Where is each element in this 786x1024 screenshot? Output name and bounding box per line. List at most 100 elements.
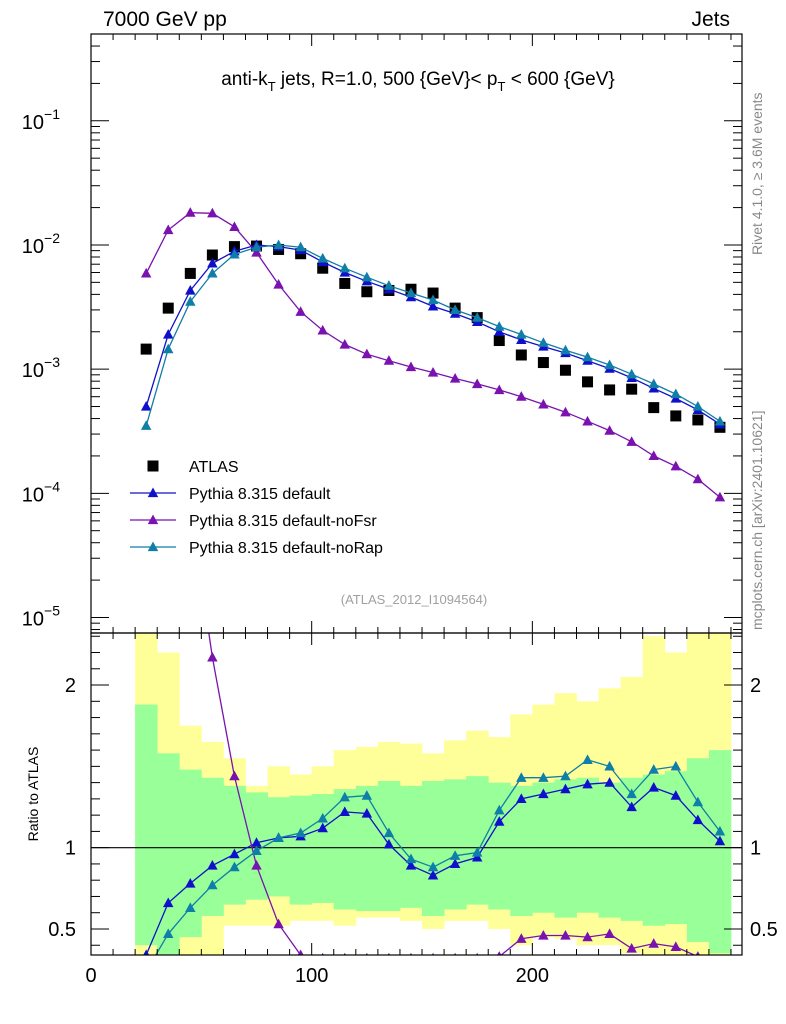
- main-point-noFsr: [295, 306, 306, 316]
- ratio-point-noRap: [163, 928, 174, 938]
- ratio-band-inner: [488, 782, 511, 910]
- main-point-noRap: [140, 420, 152, 430]
- ratio-point-noFsr: [409, 952, 413, 955]
- ratio-band-inner: [355, 785, 379, 912]
- main-point-noFsr: [383, 355, 395, 365]
- ratio-point-noRap: [560, 770, 571, 781]
- main-point-noFsr: [317, 324, 328, 335]
- ratio-point-noFsr: [516, 933, 527, 943]
- ratio-point-default: [538, 788, 549, 799]
- main-point-data: [427, 287, 439, 299]
- main-point-data: [626, 383, 638, 395]
- ratio-point-default: [692, 814, 704, 825]
- main-point-default: [140, 401, 152, 411]
- ratio-point-noFsr: [560, 929, 571, 940]
- main-point-data: [206, 249, 218, 261]
- ratio-point-default: [648, 781, 659, 792]
- ratio-point-noRap: [538, 772, 549, 782]
- ratio-point-noFsr: [538, 929, 549, 940]
- main-point-noRap: [538, 337, 549, 347]
- x-tick-label: 100: [295, 965, 328, 987]
- ratio-point-noFsr: [475, 952, 479, 955]
- ratio-point-noRap: [405, 853, 417, 864]
- legend: ATLAS Pythia 8.315 default Pythia 8.315 de…: [130, 459, 383, 557]
- ratio-point-noRap: [471, 847, 483, 857]
- ratio-point-noFsr: [229, 770, 240, 781]
- ratio-point-default: [494, 816, 505, 826]
- main-point-noRap: [207, 267, 218, 278]
- main-point-data: [184, 267, 196, 279]
- header-energy-label: 7000 GeV pp: [103, 8, 227, 31]
- ratio-point-noRap: [494, 804, 505, 815]
- main-point-default: [163, 329, 174, 339]
- ratio-point-noFsr: [604, 928, 615, 938]
- main-point-noRap: [251, 241, 262, 252]
- main-point-noFsr: [714, 491, 726, 502]
- ratio-point-default: [516, 793, 527, 804]
- main-point-noFsr: [648, 450, 659, 461]
- ratio-point-default: [361, 808, 373, 818]
- ratio-point-noRap: [273, 832, 284, 843]
- main-point-noRap: [163, 343, 174, 354]
- ratio-point-default: [626, 801, 637, 812]
- main-line-default: [145, 244, 721, 425]
- ratio-point-noRap: [207, 879, 218, 890]
- main-y-tick-label: 10−2: [22, 230, 60, 258]
- ratio-band-inner: [598, 782, 622, 918]
- main-point-noFsr: [163, 224, 174, 235]
- ratio-series-layer: [143, 633, 726, 955]
- main-point-noRap: [361, 271, 373, 282]
- ratio-point-noFsr: [582, 931, 593, 942]
- main-point-noRap: [295, 241, 306, 252]
- ratio-point-noFsr: [343, 952, 346, 955]
- ratio-point-noFsr: [497, 951, 502, 955]
- ratio-frame: [90, 632, 743, 956]
- main-point-noFsr: [273, 279, 284, 289]
- ratio-point-noRap: [714, 825, 726, 836]
- main-line-noRap: [145, 244, 721, 426]
- main-point-data: [692, 414, 704, 426]
- main-point-noRap: [714, 415, 726, 426]
- main-chart-title: anti-kT jets, R=1.0, 500 {GeV}< pT < 600…: [221, 69, 615, 94]
- legend-marker-default: [147, 487, 159, 498]
- main-point-noFsr: [449, 373, 461, 383]
- x-tick-label: 0: [85, 965, 96, 987]
- main-point-default: [185, 284, 196, 295]
- ratio-point-default: [560, 783, 571, 794]
- ratio-band-inner: [179, 769, 202, 938]
- ratio-point-noRap: [449, 850, 461, 860]
- legend-label-noFsr: Pythia 8.315 default-noFsr: [189, 513, 377, 530]
- main-point-noFsr: [405, 361, 417, 372]
- ratio-band-inner: [510, 785, 533, 916]
- main-point-data: [582, 376, 594, 388]
- x-tick-label: 200: [516, 965, 549, 987]
- main-point-data: [559, 364, 571, 376]
- main-point-data: [604, 384, 616, 396]
- legend-marker-data: [147, 460, 159, 472]
- ratio-y-tick-label-left: 2: [65, 675, 76, 697]
- main-point-noRap: [604, 359, 615, 370]
- ratio-band-inner: [399, 785, 423, 908]
- main-point-noRap: [427, 294, 439, 305]
- main-point-noRap: [339, 262, 351, 273]
- ratio-point-noRap: [295, 827, 306, 838]
- ratio-y-tick-label-right: 2: [750, 675, 761, 697]
- main-point-noFsr: [207, 207, 218, 218]
- ratio-band-inner: [157, 753, 180, 955]
- ratio-point-noRap: [383, 827, 395, 838]
- ratio-band-inner: [686, 758, 710, 942]
- main-point-noFsr: [471, 378, 483, 389]
- main-point-data: [339, 277, 351, 289]
- ratio-point-noRap: [516, 772, 527, 782]
- ratio-point-noFsr: [365, 952, 369, 955]
- ratio-band-inner: [289, 795, 313, 905]
- ratio-y-tick-label-left: 0.5: [48, 919, 76, 941]
- main-point-default: [516, 334, 527, 345]
- legend-label-noRap: Pythia 8.315 default-noRap: [189, 540, 383, 557]
- main-point-noRap: [516, 329, 527, 339]
- main-point-noFsr: [582, 415, 593, 426]
- main-point-noRap: [229, 248, 240, 259]
- ratio-band-inner: [444, 779, 467, 910]
- ratio-y-axis-label: Ratio to ATLAS: [25, 747, 41, 842]
